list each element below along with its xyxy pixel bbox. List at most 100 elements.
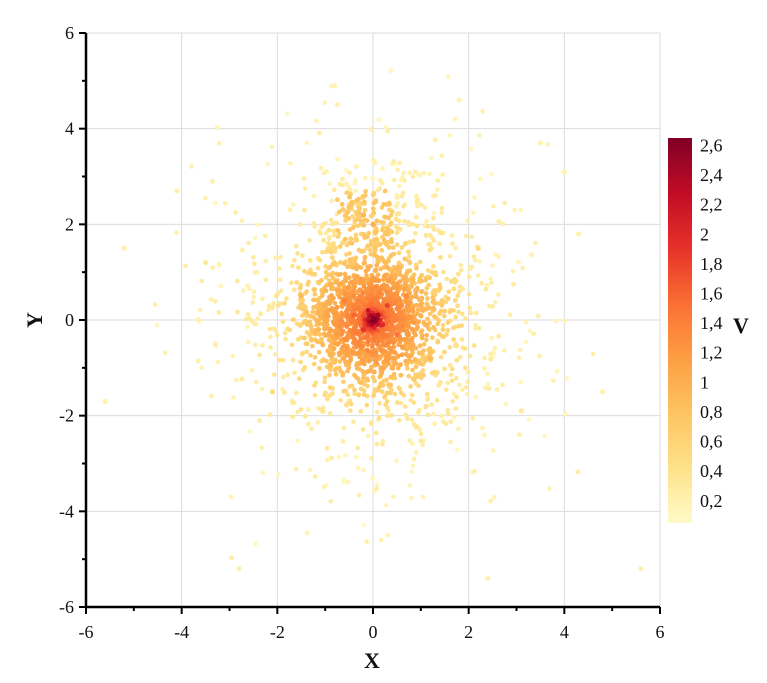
scatter-point <box>385 413 390 419</box>
scatter-point <box>376 117 382 123</box>
scatter-point <box>210 265 216 270</box>
scatter-point <box>526 417 532 422</box>
scatter-point <box>388 228 394 233</box>
scatter-point <box>374 299 380 304</box>
scatter-point <box>327 181 333 187</box>
scatter-point <box>311 361 317 367</box>
scatter-point <box>371 337 377 343</box>
scatter-point <box>341 261 347 266</box>
scatter-point <box>290 263 295 269</box>
scatter-point <box>435 321 440 327</box>
scatter-point <box>366 304 371 309</box>
scatter-point <box>413 364 419 370</box>
scatter-point <box>222 200 228 206</box>
scatter-point <box>375 254 380 260</box>
scatter-point <box>405 219 411 225</box>
scatter-point <box>265 161 270 167</box>
scatter-point <box>532 240 538 246</box>
scatter-point <box>441 269 446 275</box>
scatter-point <box>300 298 305 303</box>
scatter-point <box>385 405 390 411</box>
scatter-point <box>340 240 345 246</box>
scatter-point <box>356 304 361 310</box>
scatter-point <box>410 327 415 332</box>
colorbar-tick-label: 1,2 <box>700 343 723 363</box>
scatter-point <box>412 357 418 362</box>
scatter-point <box>322 170 327 176</box>
scatter-point <box>500 382 505 388</box>
scatter-point <box>365 433 371 438</box>
scatter-point <box>394 306 400 312</box>
scatter-point <box>520 265 525 271</box>
scatter-point <box>453 245 458 251</box>
x-tick-label: 4 <box>560 622 569 642</box>
scatter-point <box>304 530 310 536</box>
scatter-point <box>285 111 290 116</box>
scatter-point <box>202 195 208 201</box>
scatter-point <box>442 366 447 372</box>
scatter-point <box>440 327 446 332</box>
scatter-point <box>394 281 400 287</box>
scatter-point <box>295 251 300 256</box>
scatter-point <box>357 379 362 385</box>
scatter-point <box>465 370 471 375</box>
scatter-point <box>259 445 265 451</box>
scatter-point <box>340 176 345 182</box>
scatter-point <box>275 332 280 338</box>
scatter-point <box>347 170 352 176</box>
scatter-point <box>255 316 260 322</box>
scatter-point <box>371 393 376 398</box>
scatter-point <box>276 266 282 271</box>
scatter-point <box>183 263 188 269</box>
scatter-point <box>373 267 379 273</box>
scatter-point <box>420 494 426 500</box>
scatter-point <box>402 337 408 342</box>
scatter-point <box>312 392 318 398</box>
scatter-point <box>308 270 314 275</box>
scatter-point <box>195 358 201 364</box>
scatter-point <box>327 281 333 287</box>
colorbar <box>668 138 692 523</box>
scatter-point <box>401 170 407 176</box>
scatter-point <box>350 265 356 270</box>
scatter-point <box>473 326 478 331</box>
scatter-point <box>344 181 349 186</box>
scatter-point <box>430 224 436 230</box>
scatter-point <box>399 245 405 250</box>
scatter-point <box>427 355 433 361</box>
scatter-point <box>278 277 283 283</box>
scatter-point <box>378 287 383 292</box>
scatter-point <box>393 203 399 209</box>
scatter-point <box>370 317 376 323</box>
scatter-point <box>444 276 450 282</box>
scatter-point <box>419 202 425 208</box>
scatter-point <box>394 331 400 337</box>
scatter-point <box>459 337 465 342</box>
scatter-point <box>389 209 395 214</box>
scatter-point <box>466 274 472 280</box>
scatter-point <box>302 207 307 213</box>
scatter-point <box>437 241 442 246</box>
scatter-point <box>446 289 452 294</box>
scatter-point <box>324 358 329 364</box>
scatter-point <box>432 421 437 427</box>
scatter-point <box>384 303 390 309</box>
colorbar-tick-label: 0,4 <box>700 461 723 481</box>
scatter-point <box>439 302 444 307</box>
scatter-point <box>439 205 445 211</box>
scatter-point <box>319 407 324 413</box>
scatter-point <box>423 278 428 283</box>
scatter-point <box>298 222 303 227</box>
scatter-point <box>322 379 327 385</box>
scatter-point <box>364 539 370 545</box>
scatter-point <box>328 498 334 504</box>
scatter-point <box>317 258 323 263</box>
scatter-point <box>478 176 483 182</box>
scatter-point <box>425 391 430 397</box>
scatter-point <box>341 389 346 394</box>
scatter-point <box>551 378 556 383</box>
scatter-point <box>429 246 434 251</box>
scatter-point <box>374 263 380 268</box>
scatter-point <box>398 309 404 314</box>
scatter-point <box>395 167 400 172</box>
